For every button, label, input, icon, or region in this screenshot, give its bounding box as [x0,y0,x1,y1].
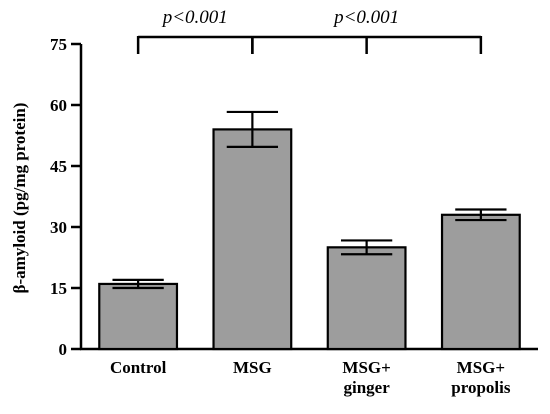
y-tick-label: 30 [50,218,67,237]
bar [440,213,521,351]
error-bar [340,239,393,256]
x-category-label: MSG+ ginger [342,358,390,397]
y-tick-label: 15 [50,279,67,298]
bar [98,282,179,351]
bar [212,128,293,351]
error-bar [112,278,164,290]
y-tick-label: 75 [50,35,67,54]
y-axis-label: β-amyloid (pg/mg protein) [10,103,29,294]
y-tick-label: 45 [50,157,67,176]
error-bar [455,208,507,222]
p-value-label: p<0.001 [161,7,228,28]
x-category-label: MSG [233,358,272,377]
significance-bracket: p<0.001 [251,7,483,54]
x-category-label: Control [110,358,167,377]
p-value-label: p<0.001 [332,7,399,28]
bar [326,246,407,351]
y-tick-label: 60 [50,96,67,115]
error-bar [226,110,279,148]
significance-bracket: p<0.001 [136,7,254,54]
x-category-label: MSG+ propolis [451,358,511,397]
y-tick-label: 0 [59,340,68,359]
